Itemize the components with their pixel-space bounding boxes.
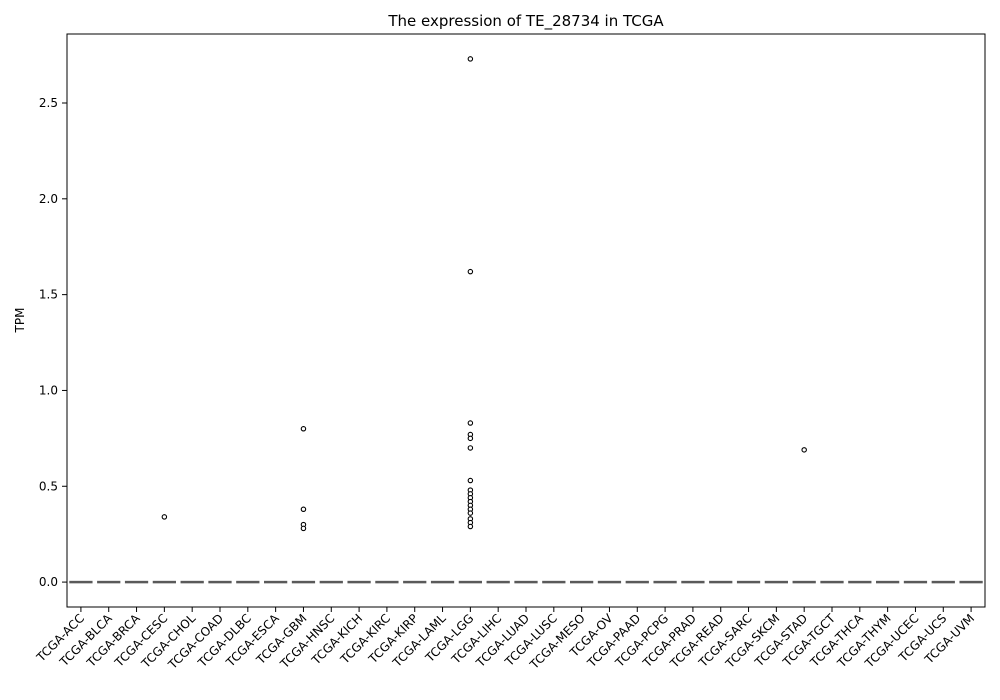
- y-tick-label: 1.5: [39, 288, 58, 302]
- outlier-point: [300, 426, 307, 432]
- y-tick-label: 2.0: [39, 192, 58, 206]
- y-tick-label: 0.0: [39, 575, 58, 589]
- outlier-point: [467, 477, 474, 484]
- y-tick-label: 0.5: [39, 479, 58, 493]
- chart-title: The expression of TE_28734 in TCGA: [387, 12, 664, 31]
- outlier-point: [467, 510, 474, 516]
- outlier-point: [467, 268, 474, 275]
- x-axis: TCGA-ACCTCGA-BLCATCGA-BRCATCGA-CESCTCGA-…: [33, 607, 977, 672]
- plot-area: 0.0 0.5 1.0 1.5 2.0 2.5 TCGA-ACCTCGA-BLCATCGA…: [33, 33, 986, 672]
- outlier-point: [161, 514, 168, 520]
- y-tick-label: 1.0: [39, 383, 58, 397]
- y-axis: 0.0 0.5 1.0 1.5 2.0 2.5: [39, 96, 67, 589]
- y-axis-label: TPM: [13, 308, 27, 334]
- plot-frame: [66, 33, 986, 608]
- outlier-point: [801, 447, 807, 453]
- boxes: [69, 580, 983, 584]
- outlier-point: [300, 506, 307, 513]
- outlier-point: [467, 445, 474, 451]
- outlier-point: [467, 56, 474, 62]
- outliers: [161, 56, 807, 532]
- outlier-point: [467, 523, 474, 530]
- outlier-point: [467, 420, 474, 426]
- outlier-point: [467, 435, 474, 442]
- outlier-point: [300, 525, 307, 532]
- y-tick-label: 2.5: [39, 96, 58, 110]
